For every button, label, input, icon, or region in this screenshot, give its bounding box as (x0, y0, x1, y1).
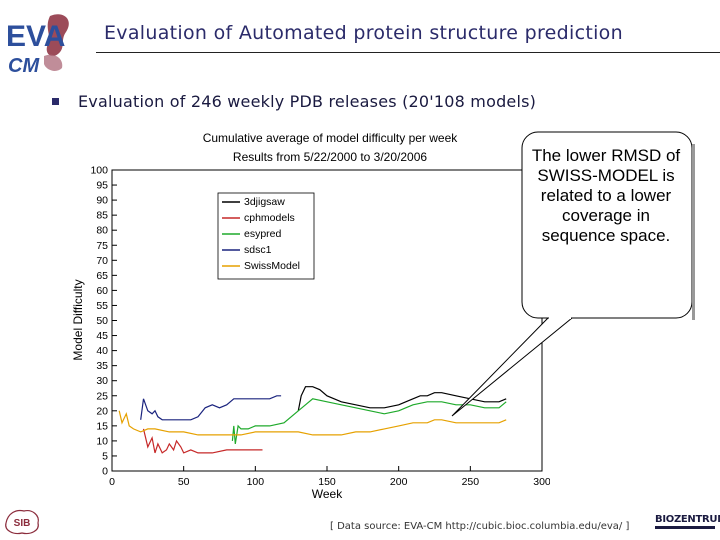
chart-legend: 3djigsaw cphmodels esypred sdsc1 SwissModel (217, 192, 315, 280)
chart-subtitle: Results from 5/22/2000 to 3/20/2006 (233, 150, 427, 164)
series-line-3djigsaw (297, 386, 507, 411)
y-tick-label: 65 (96, 270, 108, 282)
x-tick-label: 150 (318, 476, 336, 488)
legend-label: SwissModel (244, 260, 300, 272)
y-tick-label: 50 (96, 315, 108, 327)
x-tick-label: 250 (462, 476, 480, 488)
y-tick-label: 45 (96, 330, 108, 342)
biozentrum-logo-bar (655, 526, 715, 529)
legend-label: esypred (244, 228, 282, 240)
biozentrum-logo: BIOZENTRUM (655, 514, 720, 525)
x-tick-label: 0 (109, 476, 115, 488)
y-tick-label: 90 (96, 195, 108, 207)
y-tick-label: 95 (96, 180, 108, 192)
difficulty-chart: Cumulative average of model difficulty p… (71, 131, 550, 501)
logo-swirl-shape (46, 14, 69, 57)
x-tick-label: 50 (178, 476, 190, 488)
eva-cm-logo: EVA CM (6, 14, 69, 76)
y-tick-label: 30 (96, 375, 108, 387)
logo-swirl-shape-2 (44, 54, 63, 71)
slide-title: Evaluation of Automated protein structur… (104, 22, 623, 44)
y-tick-label: 35 (96, 360, 108, 372)
y-tick-label: 85 (96, 210, 108, 222)
sib-logo: SIB (5, 509, 39, 535)
y-tick-label: 80 (96, 225, 108, 237)
logo-eva-text: EVA (6, 20, 65, 53)
callout-shadow-right (692, 144, 695, 320)
y-tick-label: 100 (90, 165, 108, 177)
series-line-swissmodel (118, 410, 507, 436)
bullet-marker (52, 98, 59, 105)
y-tick-label: 10 (96, 435, 108, 447)
sib-swiss-outline-shape (5, 509, 39, 535)
x-axis-label: Week (312, 487, 343, 501)
x-tick-label: 200 (390, 476, 408, 488)
x-tick-label: 100 (247, 476, 265, 488)
y-tick-label: 60 (96, 285, 108, 297)
plot-frame (111, 169, 543, 472)
chart-title: Cumulative average of model difficulty p… (203, 131, 459, 145)
y-tick-label: 70 (96, 255, 108, 267)
x-tick-label: 300 (533, 476, 550, 488)
legend-box (217, 192, 315, 280)
y-tick-label: 25 (96, 390, 108, 402)
bullet-text: Evaluation of 246 weekly PDB releases (2… (78, 92, 537, 111)
series-line-cphmodels (142, 428, 263, 454)
y-tick-label: 55 (96, 300, 108, 312)
legend-label: cphmodels (244, 212, 295, 224)
series-line-esypred (231, 398, 507, 444)
y-axis-label: Model Difficulty (71, 279, 85, 360)
y-tick-label: 5 (102, 450, 108, 462)
series-line-sdsc1 (140, 395, 282, 421)
sib-logo-text: SIB (14, 518, 31, 529)
legend-label: 3djigsaw (244, 196, 285, 208)
y-tick-label: 75 (96, 240, 108, 252)
logo-cm-text: CM (8, 55, 40, 76)
title-divider (96, 52, 720, 53)
y-tick-label: 40 (96, 345, 108, 357)
callout-text: The lower RMSD of SWISS-MODEL is related… (531, 146, 681, 245)
data-source-footer: [ Data source: EVA-CM http://cubic.bioc.… (330, 521, 630, 532)
y-tick-label: 20 (96, 405, 108, 417)
y-tick-label: 15 (96, 420, 108, 432)
y-tick-label: 0 (102, 466, 108, 478)
legend-label: sdsc1 (244, 244, 272, 256)
